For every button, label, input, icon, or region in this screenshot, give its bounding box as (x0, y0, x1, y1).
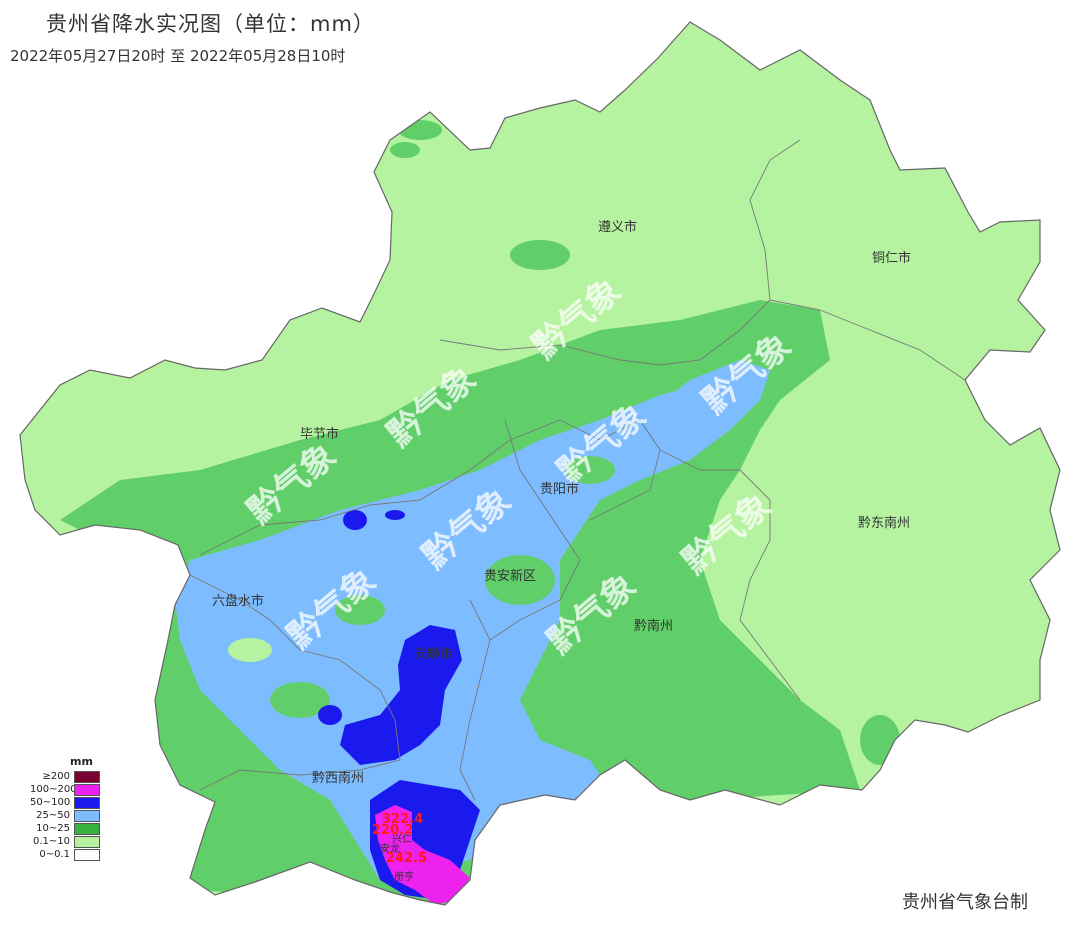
legend-row: 50~100 (30, 796, 100, 809)
patch (390, 142, 420, 158)
legend-label: 0~0.1 (39, 849, 70, 860)
city-label-bijie: 毕节市 (300, 426, 339, 442)
place-label: 册亨 (394, 870, 414, 883)
map-title: 贵州省降水实况图（单位：mm） (46, 12, 375, 36)
station-value: 242.5 (386, 851, 427, 866)
legend-swatch (74, 796, 100, 809)
legend-label: 100~200 (30, 784, 77, 795)
place-label: 兴仁 (392, 833, 412, 845)
legend: mm ≥200 100~200 50~100 25~50 10~25 0.1~1… (30, 755, 100, 861)
patch (385, 510, 405, 520)
city-label-guian: 贵安新区 (484, 568, 536, 584)
patch (485, 555, 555, 605)
patch (270, 682, 330, 718)
patch (600, 510, 680, 570)
legend-swatch (74, 770, 100, 783)
legend-row: 25~50 (30, 809, 100, 822)
prefecture-boundaries (189, 139, 966, 801)
legend-row: 100~200 (30, 783, 100, 796)
patch (500, 362, 620, 398)
small-place-labels: 兴仁 安龙 册亨 (380, 833, 414, 883)
legend-label: ≥200 (42, 771, 70, 782)
band-50-100 (340, 625, 462, 765)
patch (565, 456, 615, 484)
city-label-zunyi: 遵义市 (598, 219, 637, 235)
city-label-liupanshui: 六盘水市 (212, 593, 264, 609)
place-label: 安龙 (380, 842, 400, 855)
legend-swatch (74, 809, 100, 822)
legend-row: 10~25 (30, 822, 100, 835)
station-value: 322.4 (382, 812, 423, 827)
legend-row: 0~0.1 (30, 848, 100, 861)
band-25-50-ne (640, 360, 770, 455)
credit-text: 贵州省气象台制 (902, 892, 1028, 913)
legend-swatch (74, 848, 100, 861)
band-25-50 (175, 380, 745, 880)
city-label-anshun: 安顺市 (414, 646, 453, 662)
patch (318, 705, 342, 725)
patch (335, 595, 385, 625)
legend-unit: mm (70, 755, 93, 768)
city-label-guiyang: 贵阳市 (540, 481, 579, 497)
legend-label: 50~100 (30, 797, 71, 808)
legend-swatch (74, 783, 100, 796)
legend-label: 25~50 (36, 810, 70, 821)
city-labels: 遵义市 铜仁市 毕节市 贵阳市 黔东南州 贵安新区 六盘水市 黔南州 安顺市 黔… (212, 219, 911, 786)
city-label-qianxinan: 黔西南州 (312, 770, 364, 786)
patch (343, 510, 367, 530)
legend-swatch (74, 822, 100, 835)
station-values: 322.4 220.2 242.5 (372, 812, 427, 866)
city-label-qiandongnan: 黔东南州 (858, 515, 910, 531)
patch (860, 715, 900, 765)
province-boundary (19, 21, 1061, 906)
legend-label: 10~25 (36, 823, 70, 834)
city-label-qiannan: 黔南州 (634, 618, 673, 634)
legend-label: 0.1~10 (32, 836, 70, 847)
patch (510, 240, 570, 270)
time-range: 2022年05月27日20时 至 2022年05月28日10时 (10, 47, 346, 65)
legend-swatch (74, 835, 100, 848)
station-value: 220.2 (372, 823, 413, 838)
legend-row: ≥200 (30, 770, 100, 783)
patch (228, 638, 272, 662)
legend-row: 0.1~10 (30, 835, 100, 848)
band-100-200 (375, 805, 470, 905)
city-label-tongren: 铜仁市 (872, 250, 911, 266)
